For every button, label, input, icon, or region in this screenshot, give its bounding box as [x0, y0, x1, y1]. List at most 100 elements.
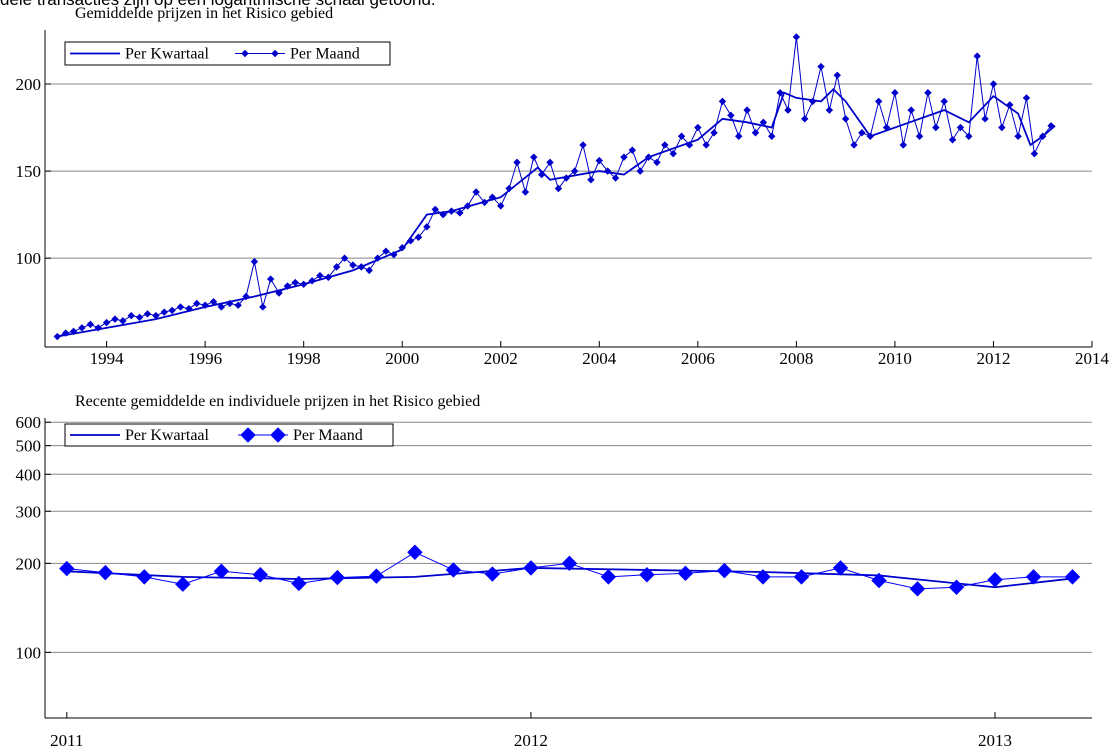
- data-point: [628, 146, 637, 154]
- data-point: [600, 569, 617, 585]
- data-point: [710, 129, 718, 137]
- legend-box: [64, 423, 394, 447]
- y-tick-label: 300: [16, 502, 42, 521]
- data-point: [390, 250, 398, 259]
- data-point: [1039, 132, 1047, 140]
- data-point: [891, 88, 899, 97]
- x-tick-label: 2010: [878, 349, 912, 368]
- data-point: [234, 301, 242, 309]
- data-point: [423, 223, 431, 231]
- data-point: [513, 158, 521, 167]
- data-point: [987, 572, 1003, 588]
- data-point: [832, 560, 849, 576]
- legend-marker: [241, 49, 249, 58]
- data-point: [716, 562, 733, 579]
- data-point: [956, 123, 965, 132]
- data-point: [677, 565, 694, 582]
- data-point: [948, 579, 965, 595]
- data-point: [439, 210, 447, 219]
- data-point: [382, 247, 390, 255]
- y-tick-label: 100: [16, 249, 42, 268]
- series-line: [57, 36, 1052, 338]
- data-point: [406, 237, 415, 245]
- data-point: [784, 106, 792, 114]
- data-point: [981, 115, 989, 123]
- data-point: [414, 233, 423, 241]
- data-point: [595, 156, 604, 165]
- data-point: [636, 167, 644, 175]
- y-tick-label: 600: [16, 413, 42, 432]
- data-point: [661, 141, 669, 149]
- series-line: [57, 87, 1056, 338]
- data-point: [168, 306, 176, 315]
- data-point: [521, 188, 530, 196]
- data-point: [357, 263, 366, 271]
- x-tick-label: 2013: [978, 731, 1012, 750]
- data-point: [1047, 122, 1055, 130]
- data-point: [965, 132, 973, 140]
- y-tick-label: 500: [16, 437, 42, 456]
- legend-marker: [270, 427, 286, 443]
- legend-marker: [271, 49, 279, 58]
- data-point: [603, 167, 612, 175]
- data-point: [368, 568, 385, 584]
- y-tick-label: 150: [16, 162, 42, 181]
- data-point: [562, 174, 570, 182]
- legend-label: Per Kwartaal: [125, 427, 210, 444]
- data-point: [751, 129, 760, 137]
- data-point: [639, 567, 655, 583]
- data-point: [431, 205, 439, 214]
- chart-title: Recente gemiddelde en individuele prijze…: [75, 393, 480, 410]
- data-point: [727, 111, 735, 120]
- data-point: [59, 560, 75, 577]
- data-point: [644, 153, 653, 161]
- data-point: [324, 273, 333, 282]
- x-tick-label: 1996: [188, 349, 222, 368]
- data-point: [677, 132, 686, 140]
- data-point: [160, 308, 168, 316]
- data-point: [940, 97, 948, 106]
- data-point: [907, 106, 915, 114]
- data-point: [973, 52, 981, 60]
- legend-label: Per Kwartaal: [125, 46, 210, 63]
- data-point: [472, 188, 480, 196]
- x-tick-label: 2012: [514, 731, 548, 750]
- data-point: [365, 266, 373, 275]
- data-point: [97, 564, 114, 581]
- data-point: [209, 298, 218, 306]
- data-point: [841, 115, 850, 123]
- data-point: [899, 141, 908, 149]
- data-point: [259, 303, 267, 311]
- data-point: [768, 132, 776, 140]
- data-point: [505, 184, 513, 193]
- data-point: [217, 303, 226, 311]
- data-point: [755, 569, 771, 585]
- data-point: [407, 544, 423, 560]
- data-point: [808, 97, 817, 106]
- data-point: [119, 317, 127, 325]
- data-point: [332, 263, 341, 271]
- data-point: [694, 123, 702, 132]
- legend-box: [64, 41, 391, 66]
- data-point: [329, 569, 346, 586]
- x-tick-label: 2011: [50, 731, 83, 750]
- data-point: [1030, 149, 1039, 158]
- data-point: [1025, 569, 1042, 585]
- legend-label: Per Maand: [290, 46, 360, 63]
- data-point: [530, 153, 538, 161]
- x-tick-label: 1994: [90, 349, 125, 368]
- data-point: [776, 88, 784, 97]
- data-point: [882, 123, 891, 132]
- data-point: [537, 170, 546, 179]
- data-point: [127, 311, 135, 320]
- data-point: [456, 209, 464, 217]
- data-point: [759, 118, 768, 127]
- data-point: [1022, 94, 1031, 102]
- data-point: [793, 569, 810, 585]
- series-line: [66, 567, 1075, 589]
- data-point: [291, 278, 300, 287]
- data-point: [445, 562, 462, 578]
- data-point: [561, 555, 578, 572]
- data-point: [316, 271, 324, 280]
- data-point: [1014, 132, 1022, 140]
